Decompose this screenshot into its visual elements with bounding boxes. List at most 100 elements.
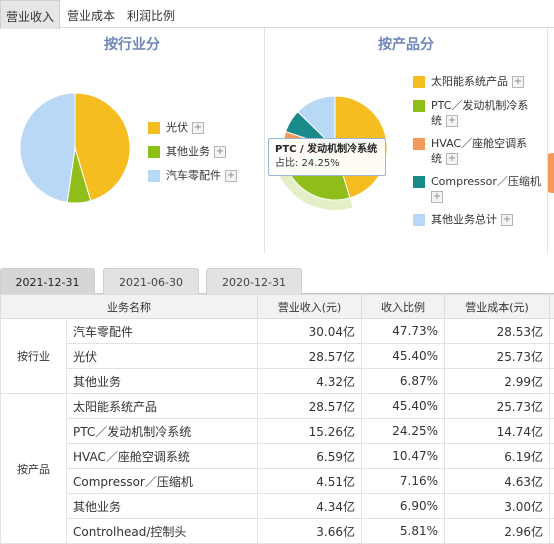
row-name: 其他业务	[67, 369, 258, 394]
tab-profit-ratio[interactable]: 利润比例	[122, 0, 180, 28]
row-revenue: 28.57亿	[258, 344, 362, 369]
row-cost: 6.19亿	[445, 444, 550, 469]
legend-swatch	[148, 122, 160, 134]
chart-tooltip: PTC / 发动机制冷系统 占比: 24.25%	[268, 138, 386, 176]
industry-pie-chart	[0, 28, 265, 254]
row-cost: 25.73亿	[445, 344, 550, 369]
tooltip-value: 占比: 24.25%	[275, 158, 340, 169]
table-row: 其他业务 4.34亿 6.90% 3.00亿	[1, 494, 554, 519]
row-revenue: 4.51亿	[258, 469, 362, 494]
row-revenue: 6.59亿	[258, 444, 362, 469]
row-name: HVAC／座舱空调系统	[67, 444, 258, 469]
legend-item-hvac[interactable]: HVAC／座舱空调系 统 +	[413, 136, 545, 166]
legend-swatch	[413, 214, 425, 226]
row-revenue: 4.32亿	[258, 369, 362, 394]
row-name: 太阳能系统产品	[67, 394, 258, 419]
legend-item-pv[interactable]: 光伏 +	[148, 120, 204, 135]
row-name: 其他业务	[67, 494, 258, 519]
row-revenue: 30.04亿	[258, 319, 362, 344]
legend-label: 其他业务总计	[431, 213, 497, 226]
header-cut-column	[550, 295, 554, 319]
plus-icon[interactable]: +	[431, 191, 443, 203]
legend-label: PTC／发动机制冷系	[431, 99, 528, 112]
plus-icon[interactable]: +	[225, 170, 237, 182]
row-cut-cell	[550, 519, 554, 544]
table-row: 光伏 28.57亿 45.40% 25.73亿	[1, 344, 554, 369]
row-revenue: 3.66亿	[258, 519, 362, 544]
row-revenue: 28.57亿	[258, 394, 362, 419]
legend-swatch	[413, 138, 425, 150]
legend-label: HVAC／座舱空调系	[431, 137, 527, 150]
legend-label-line2: 统	[431, 152, 442, 165]
row-cut-cell	[550, 319, 554, 344]
row-cost: 2.99亿	[445, 369, 550, 394]
row-cost: 4.63亿	[445, 469, 550, 494]
legend-label: 光伏	[166, 121, 188, 134]
header-business-name: 业务名称	[1, 295, 258, 319]
row-cost: 3.00亿	[445, 494, 550, 519]
industry-chart-panel: 按行业分 光伏+ 其他业务+ 汽车零配件+	[0, 28, 265, 254]
legend-swatch	[148, 170, 160, 182]
row-ratio: 6.90%	[362, 494, 445, 519]
table-row: 其他业务 4.32亿 6.87% 2.99亿	[1, 369, 554, 394]
row-revenue: 15.26亿	[258, 419, 362, 444]
row-cost: 25.73亿	[445, 394, 550, 419]
legend-label: 其他业务	[166, 145, 210, 158]
plus-icon[interactable]: +	[501, 214, 513, 226]
plus-icon[interactable]: +	[446, 153, 458, 165]
legend-item-auto-parts[interactable]: 汽车零配件 +	[148, 168, 237, 183]
top-tab-bar: 营业收入 营业成本 利润比例	[0, 0, 554, 28]
legend-label: 太阳能系统产品	[431, 75, 508, 88]
table-row: 按产品 太阳能系统产品 28.57亿 45.40% 25.73亿	[1, 394, 554, 419]
row-ratio: 6.87%	[362, 369, 445, 394]
business-breakdown-table: 业务名称 营业收入(元) 收入比例 营业成本(元) 按行业 汽车零配件 30.0…	[0, 294, 554, 544]
table-row: 按行业 汽车零配件 30.04亿 47.73% 28.53亿	[1, 319, 554, 344]
row-cut-cell	[550, 419, 554, 444]
table-row: Controlhead/控制头 3.66亿 5.81% 2.96亿	[1, 519, 554, 544]
third-chart-panel-partial	[548, 28, 554, 254]
row-ratio: 7.16%	[362, 469, 445, 494]
row-ratio: 5.81%	[362, 519, 445, 544]
tab-cost[interactable]: 营业成本	[62, 0, 120, 28]
row-cost: 28.53亿	[445, 319, 550, 344]
header-cost: 营业成本(元)	[445, 295, 550, 319]
legend-label: Compressor／压缩机	[431, 175, 541, 188]
legend-label: 汽车零配件	[166, 169, 221, 182]
date-tab-bar: 2021-12-31 2021-06-30 2020-12-31	[0, 268, 554, 294]
header-ratio: 收入比例	[362, 295, 445, 319]
legend-item-solar[interactable]: 太阳能系统产品 +	[413, 74, 543, 89]
row-ratio: 45.40%	[362, 394, 445, 419]
plus-icon[interactable]: +	[192, 122, 204, 134]
tab-date-2021-06-30[interactable]: 2021-06-30	[103, 268, 199, 294]
row-name: PTC／发动机制冷系统	[67, 419, 258, 444]
row-cut-cell	[550, 494, 554, 519]
row-ratio: 24.25%	[362, 419, 445, 444]
legend-item-ptc[interactable]: PTC／发动机制冷系 统 +	[413, 98, 545, 128]
pie-slice-2[interactable]	[20, 93, 75, 202]
table-header-row: 业务名称 营业收入(元) 收入比例 营业成本(元)	[1, 295, 554, 319]
row-name: Compressor／压缩机	[67, 469, 258, 494]
tab-date-2021-12-31[interactable]: 2021-12-31	[0, 268, 95, 294]
legend-label-line2: 统	[431, 114, 442, 127]
row-cut-cell	[550, 369, 554, 394]
legend-item-other-total[interactable]: 其他业务总计 +	[413, 212, 545, 227]
table-row: HVAC／座舱空调系统 6.59亿 10.47% 6.19亿	[1, 444, 554, 469]
tab-revenue[interactable]: 营业收入	[0, 0, 60, 29]
tab-date-2020-12-31[interactable]: 2020-12-31	[206, 268, 302, 294]
row-name: 光伏	[67, 344, 258, 369]
table-row: PTC／发动机制冷系统 15.26亿 24.25% 14.74亿	[1, 419, 554, 444]
plus-icon[interactable]: +	[214, 146, 226, 158]
row-ratio: 10.47%	[362, 444, 445, 469]
row-name: 汽车零配件	[67, 319, 258, 344]
partial-pie-edge	[548, 28, 554, 254]
legend-swatch	[148, 146, 160, 158]
plus-icon[interactable]: +	[446, 115, 458, 127]
plus-icon[interactable]: +	[512, 76, 524, 88]
legend-item-other[interactable]: 其他业务 +	[148, 144, 226, 159]
row-name: Controlhead/控制头	[67, 519, 258, 544]
legend-item-compressor[interactable]: Compressor／压缩机 +	[413, 174, 545, 204]
legend-swatch	[413, 76, 425, 88]
tooltip-title: PTC / 发动机制冷系统	[275, 144, 377, 155]
legend-swatch	[413, 176, 425, 188]
group-label-industry: 按行业	[1, 319, 67, 394]
